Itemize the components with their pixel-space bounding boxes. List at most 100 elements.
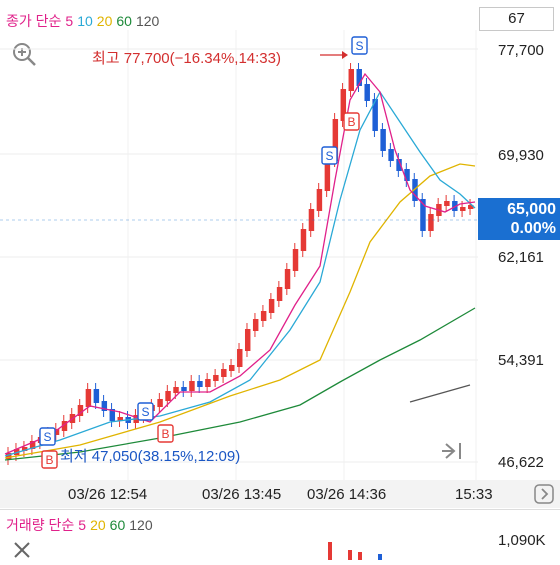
candle: [276, 287, 283, 301]
candle: [388, 149, 394, 161]
candle: [340, 89, 347, 121]
ma-120-line: [409, 384, 471, 403]
current-change: 0.00%: [510, 220, 556, 237]
time-axis-label: 03/26 12:54: [68, 486, 148, 503]
time-axis-label: 15:33: [455, 486, 493, 503]
sell-marker: S: [141, 405, 149, 419]
candle: [252, 319, 259, 331]
time-axis: [0, 480, 560, 508]
candle: [308, 209, 315, 231]
candle: [380, 129, 386, 151]
price-axis-label: 69,930: [498, 147, 544, 164]
gridlines: [0, 30, 478, 480]
candle: [260, 311, 267, 321]
high-annotation-arrowhead: [342, 51, 348, 59]
candle: [61, 421, 68, 431]
close-icon[interactable]: [12, 540, 32, 560]
volume-ma-120: 120: [129, 517, 153, 533]
candle: [444, 201, 450, 206]
buy-marker: B: [45, 453, 53, 467]
sell-marker: S: [355, 39, 363, 53]
sell-marker-box: [137, 402, 154, 421]
current-price: 65,000: [507, 201, 556, 218]
volume-ma-60: 60: [109, 517, 126, 533]
volume-bar: [328, 542, 332, 560]
candle: [117, 417, 123, 421]
candle: [229, 365, 235, 371]
candle: [173, 387, 179, 393]
current-price-badge: 65,000 0.00%: [478, 198, 560, 240]
candles: [6, 63, 474, 465]
sell-marker: S: [325, 149, 333, 163]
ma-10-line: [4, 90, 476, 457]
sell-marker-box: [351, 36, 368, 55]
sell-marker-box: [321, 146, 338, 165]
candle: [181, 387, 187, 391]
candle: [420, 199, 426, 231]
volume-ma-5: 5: [78, 517, 87, 533]
ma-20-line: [4, 163, 476, 459]
candle: [189, 381, 195, 391]
candle: [468, 205, 474, 209]
candle: [6, 453, 12, 459]
zoom-in-icon[interactable]: [10, 40, 38, 68]
candle: [428, 214, 434, 231]
candle: [300, 229, 307, 251]
candle: [348, 69, 355, 91]
candle: [213, 375, 219, 381]
candle: [29, 441, 36, 449]
jump-to-end-icon[interactable]: [438, 438, 468, 464]
volume-bars: [328, 542, 382, 560]
candle: [93, 389, 100, 403]
candle: [85, 389, 92, 407]
buy-marker-box: [343, 112, 360, 131]
legend-ma-5: 5: [65, 13, 74, 29]
ma-60-line: [4, 307, 476, 461]
volume-bar: [348, 550, 352, 560]
time-axis-label: 03/26 13:45: [202, 486, 282, 503]
volume-axis-max: 1,090K: [498, 532, 546, 549]
candle: [356, 69, 362, 86]
high-price-annotation: 최고 77,700(−16.34%,14:33): [92, 50, 281, 67]
price-axis-label: 46,622: [498, 454, 544, 471]
volume-ma-20: 20: [90, 517, 106, 533]
legend-ma-120: 120: [135, 13, 160, 29]
candle: [237, 349, 243, 367]
candle: [396, 159, 402, 171]
candle: [109, 409, 116, 421]
legend-label: 종가 단순: [6, 13, 62, 29]
scroll-right-icon[interactable]: [534, 484, 554, 504]
price-axis-label: 77,700: [498, 42, 544, 59]
volume-bar: [358, 552, 362, 560]
buy-marker: B: [347, 115, 355, 129]
ma-5-line: [4, 72, 476, 455]
sell-marker: S: [43, 430, 51, 444]
candle: [404, 169, 410, 181]
candle: [372, 99, 378, 131]
sell-marker-box: [39, 427, 56, 446]
candle: [244, 329, 251, 351]
interval-input[interactable]: 67: [479, 7, 554, 31]
candle: [197, 381, 203, 387]
legend-ma-60: 60: [116, 13, 132, 29]
candle: [332, 119, 339, 161]
volume-ma-legend[interactable]: 거래량 단순 5 20 60 120: [6, 515, 157, 535]
candle: [452, 201, 458, 211]
candle: [460, 207, 466, 211]
buy-marker: B: [161, 427, 169, 441]
candle: [157, 399, 163, 407]
candle: [221, 369, 227, 377]
candle: [292, 249, 299, 271]
time-axis-label: 03/26 14:36: [307, 486, 387, 503]
legend-ma-20: 20: [96, 13, 113, 29]
panel-divider: [0, 509, 560, 510]
candle: [21, 447, 28, 451]
buy-marker-box: [41, 450, 58, 469]
price-ma-legend[interactable]: 종가 단순 5 10 20 60 120: [6, 11, 163, 31]
candle: [165, 391, 171, 401]
candle: [364, 84, 370, 101]
candle: [268, 299, 275, 313]
candle: [412, 179, 418, 201]
